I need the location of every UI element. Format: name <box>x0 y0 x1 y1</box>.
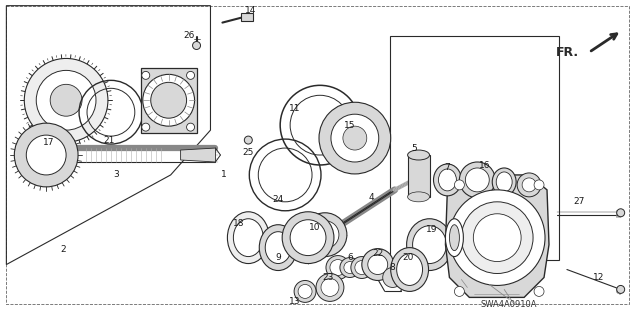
Text: 27: 27 <box>573 197 584 206</box>
Text: 10: 10 <box>309 223 321 232</box>
Circle shape <box>326 256 350 279</box>
Circle shape <box>187 71 195 79</box>
Text: 1: 1 <box>221 170 227 179</box>
Circle shape <box>522 178 536 192</box>
Circle shape <box>351 256 372 278</box>
Text: 22: 22 <box>372 249 383 258</box>
Text: 17: 17 <box>44 137 55 146</box>
Text: 24: 24 <box>273 195 284 204</box>
Text: 18: 18 <box>232 219 244 228</box>
Circle shape <box>321 278 339 296</box>
Ellipse shape <box>496 172 512 192</box>
Text: 21: 21 <box>103 136 115 145</box>
Circle shape <box>534 286 544 296</box>
Ellipse shape <box>406 219 452 271</box>
Circle shape <box>298 285 312 298</box>
Circle shape <box>316 273 344 301</box>
Bar <box>241 13 253 21</box>
Text: 11: 11 <box>289 104 301 113</box>
Text: SWA4A0910A: SWA4A0910A <box>481 300 538 309</box>
Circle shape <box>151 82 187 118</box>
Circle shape <box>340 257 360 278</box>
Circle shape <box>26 135 66 175</box>
Text: 26: 26 <box>183 31 195 40</box>
Text: 20: 20 <box>402 253 413 262</box>
Text: 5: 5 <box>412 144 417 152</box>
Text: 23: 23 <box>323 273 333 282</box>
Circle shape <box>465 168 489 192</box>
Circle shape <box>282 212 334 263</box>
Circle shape <box>344 262 356 273</box>
Circle shape <box>294 280 316 302</box>
Text: 8: 8 <box>390 263 396 272</box>
Circle shape <box>362 249 394 280</box>
Text: 3: 3 <box>113 170 119 179</box>
Text: 9: 9 <box>275 253 281 262</box>
Text: 2: 2 <box>60 245 66 254</box>
Circle shape <box>244 136 252 144</box>
Circle shape <box>303 213 347 256</box>
Bar <box>141 68 196 133</box>
Circle shape <box>454 180 465 190</box>
Ellipse shape <box>438 169 456 191</box>
Text: 25: 25 <box>243 147 254 157</box>
Circle shape <box>143 74 195 126</box>
Circle shape <box>331 114 379 162</box>
Circle shape <box>142 123 150 131</box>
Circle shape <box>343 126 367 150</box>
Text: 13: 13 <box>289 297 301 306</box>
Circle shape <box>617 286 625 293</box>
Circle shape <box>142 71 150 79</box>
Circle shape <box>368 255 388 274</box>
Ellipse shape <box>397 254 422 286</box>
Circle shape <box>50 84 82 116</box>
Circle shape <box>460 162 495 198</box>
Circle shape <box>24 58 108 142</box>
Polygon shape <box>445 175 549 297</box>
Bar <box>390 35 559 260</box>
Circle shape <box>449 190 545 286</box>
Ellipse shape <box>227 212 269 263</box>
Circle shape <box>193 41 200 49</box>
Circle shape <box>383 268 403 287</box>
Circle shape <box>474 214 521 262</box>
Ellipse shape <box>408 150 429 160</box>
Circle shape <box>534 180 544 190</box>
Ellipse shape <box>234 219 263 256</box>
Ellipse shape <box>413 226 447 263</box>
Text: FR.: FR. <box>556 46 579 59</box>
Circle shape <box>454 286 465 296</box>
Ellipse shape <box>445 219 463 256</box>
Circle shape <box>330 260 346 276</box>
Circle shape <box>290 220 326 256</box>
Circle shape <box>36 70 96 130</box>
Circle shape <box>311 221 339 249</box>
Ellipse shape <box>433 164 461 196</box>
Ellipse shape <box>492 168 516 196</box>
Circle shape <box>319 102 390 174</box>
Ellipse shape <box>265 232 291 263</box>
Circle shape <box>187 123 195 131</box>
Circle shape <box>355 261 369 274</box>
Text: 19: 19 <box>426 225 437 234</box>
Circle shape <box>617 209 625 217</box>
Text: 16: 16 <box>479 161 490 170</box>
Ellipse shape <box>449 225 460 251</box>
Polygon shape <box>180 148 216 162</box>
Bar <box>408 155 429 197</box>
Ellipse shape <box>408 192 429 202</box>
Text: 14: 14 <box>244 6 256 15</box>
Circle shape <box>461 202 533 273</box>
Text: 6: 6 <box>347 253 353 262</box>
Text: 4: 4 <box>369 193 374 202</box>
Circle shape <box>14 123 78 187</box>
Text: 7: 7 <box>445 163 451 173</box>
Text: 15: 15 <box>344 121 356 130</box>
Text: 12: 12 <box>593 273 604 282</box>
Ellipse shape <box>390 248 429 292</box>
Circle shape <box>517 173 541 197</box>
Ellipse shape <box>259 225 297 271</box>
